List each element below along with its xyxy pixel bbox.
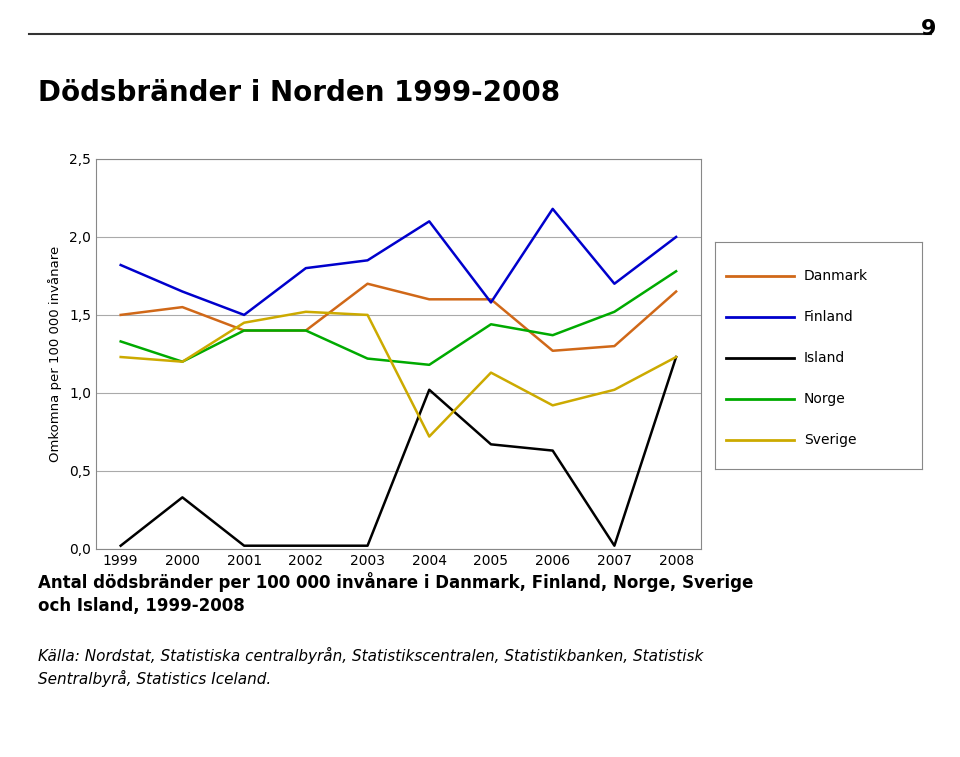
Norge (362, 354, 373, 363)
Sverige (177, 357, 188, 366)
Danmark (670, 287, 682, 296)
Danmark (485, 294, 496, 304)
Sverige (485, 368, 496, 377)
Danmark (115, 310, 127, 319)
Danmark (423, 294, 435, 304)
Finland (485, 298, 496, 307)
Island (609, 541, 620, 550)
Island (547, 446, 559, 455)
Island (670, 353, 682, 362)
Line: Finland: Finland (121, 209, 676, 315)
Danmark (238, 326, 250, 335)
Norge (300, 326, 312, 335)
Sverige (423, 432, 435, 441)
Line: Island: Island (121, 357, 676, 546)
Norge (485, 319, 496, 329)
Finland (423, 217, 435, 226)
Finland (238, 310, 250, 319)
Danmark (547, 346, 559, 355)
Sverige (362, 310, 373, 319)
Finland (300, 263, 312, 273)
Sverige (115, 353, 127, 362)
Island (423, 385, 435, 394)
Text: Norge: Norge (804, 392, 846, 406)
Finland (547, 204, 559, 213)
Text: Källa: Nordstat, Statistiska centralbyrån, Statistikscentralen, Statistikbanken,: Källa: Nordstat, Statistiska centralbyrå… (38, 647, 704, 687)
Island (362, 541, 373, 550)
Island (115, 541, 127, 550)
Sverige (670, 353, 682, 362)
Text: Finland: Finland (804, 310, 853, 324)
Line: Sverige: Sverige (121, 312, 676, 437)
Danmark (609, 341, 620, 350)
Line: Norge: Norge (121, 271, 676, 365)
Sverige (300, 307, 312, 316)
Text: Antal dödsbränder per 100 000 invånare i Danmark, Finland, Norge, Sverige
och Is: Antal dödsbränder per 100 000 invånare i… (38, 572, 754, 615)
Sverige (547, 400, 559, 410)
Finland (670, 232, 682, 241)
Island (177, 493, 188, 502)
Text: Sverige: Sverige (804, 433, 856, 447)
Norge (423, 360, 435, 369)
Finland (177, 287, 188, 296)
Text: Dödsbränder i Norden 1999-2008: Dödsbränder i Norden 1999-2008 (38, 79, 561, 107)
Y-axis label: Omkomna per 100 000 invånare: Omkomna per 100 000 invånare (48, 246, 62, 462)
Norge (115, 337, 127, 346)
Norge (609, 307, 620, 316)
Finland (362, 256, 373, 265)
Finland (115, 260, 127, 269)
Text: Island: Island (804, 351, 845, 365)
Norge (177, 357, 188, 366)
Norge (238, 326, 250, 335)
Sverige (238, 318, 250, 327)
Danmark (177, 303, 188, 312)
Island (300, 541, 312, 550)
Line: Danmark: Danmark (121, 284, 676, 350)
Island (485, 440, 496, 449)
Island (238, 541, 250, 550)
Norge (547, 331, 559, 340)
Finland (609, 279, 620, 288)
Danmark (362, 279, 373, 288)
Danmark (300, 326, 312, 335)
Norge (670, 266, 682, 276)
Sverige (609, 385, 620, 394)
Text: Danmark: Danmark (804, 269, 868, 283)
Text: 9: 9 (921, 19, 936, 39)
